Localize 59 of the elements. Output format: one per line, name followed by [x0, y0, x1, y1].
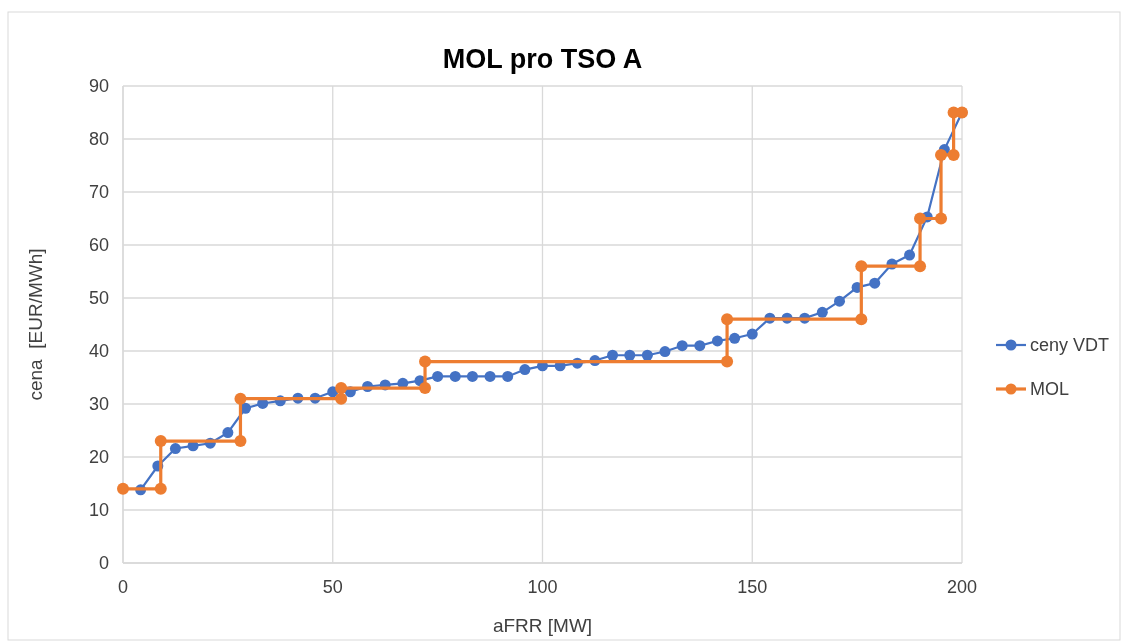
point	[154, 482, 167, 495]
point	[222, 427, 234, 439]
y-tick-label: 70	[88, 182, 109, 202]
point	[676, 340, 688, 352]
x-tick-label: 0	[117, 577, 129, 597]
point	[519, 364, 531, 376]
y-tick-label: 40	[88, 341, 109, 361]
point	[154, 435, 167, 448]
y-tick-label: 80	[88, 129, 109, 149]
y-tick-label: 0	[98, 553, 109, 573]
point	[607, 349, 619, 361]
point	[624, 349, 636, 361]
x-tick-label: 100	[527, 577, 558, 597]
x-tick-label: 50	[322, 577, 343, 597]
point	[694, 340, 706, 352]
point	[816, 306, 828, 318]
point	[721, 313, 734, 326]
point	[335, 382, 348, 395]
point	[729, 332, 741, 344]
x-tick-label: 200	[946, 577, 978, 597]
point	[935, 148, 948, 161]
point	[869, 277, 881, 289]
point	[914, 260, 927, 273]
y-tick-label: 30	[88, 394, 109, 414]
point	[947, 148, 960, 161]
legend-label: ceny VDT	[1030, 335, 1110, 355]
y-tick-label: 10	[88, 500, 109, 520]
point	[466, 370, 478, 382]
point	[721, 355, 734, 368]
point	[914, 212, 927, 225]
point	[834, 295, 846, 307]
point	[419, 382, 432, 395]
y-tick-label: 60	[88, 235, 109, 255]
x-axis-title: aFRR [MW]	[492, 615, 593, 636]
point	[855, 313, 868, 326]
point	[659, 346, 671, 358]
chart-title: MOL pro TSO A	[442, 44, 643, 74]
point	[432, 370, 444, 382]
point	[234, 435, 247, 448]
y-tick-label: 50	[88, 288, 109, 308]
y-tick-label: 90	[88, 76, 109, 96]
point	[234, 392, 247, 405]
point	[641, 349, 653, 361]
y-axis-title: cena [EUR/MWh]	[25, 248, 46, 401]
x-tick-label: 150	[737, 577, 768, 597]
point	[746, 328, 758, 340]
point	[419, 355, 432, 368]
y-tick-label: 20	[88, 447, 109, 467]
point	[117, 482, 129, 495]
point	[711, 335, 723, 347]
point	[169, 443, 181, 455]
point	[855, 260, 868, 273]
point	[935, 212, 948, 225]
point	[502, 370, 514, 382]
point	[449, 370, 461, 382]
point	[484, 370, 496, 382]
point	[904, 249, 916, 261]
point	[335, 392, 348, 405]
legend-label: MOL	[1030, 379, 1070, 399]
